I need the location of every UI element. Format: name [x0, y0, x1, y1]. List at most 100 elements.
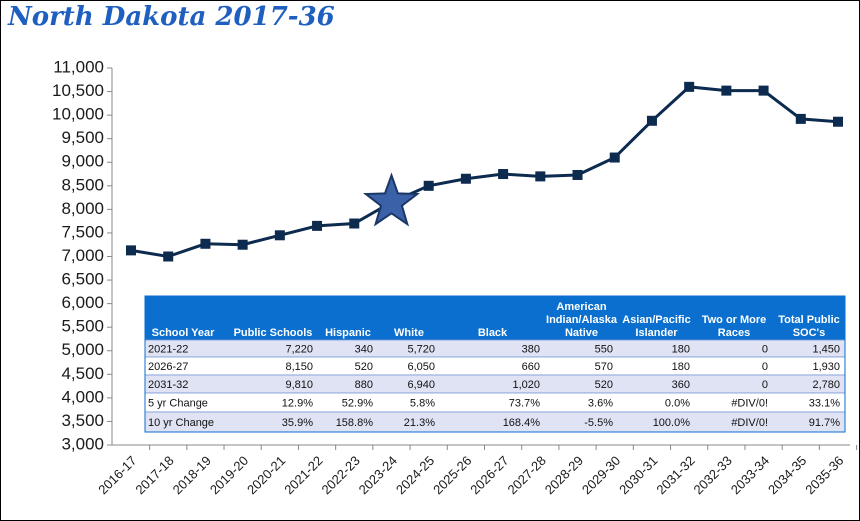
table-cell: 2031-32 [148, 379, 188, 391]
y-tick-label: 8,500 [61, 175, 104, 194]
table-cell: 0 [762, 361, 768, 373]
y-tick-label: 6,000 [61, 293, 104, 312]
table-cell: 100.0% [653, 417, 691, 429]
marker [795, 113, 806, 124]
table-header: Islander [635, 327, 678, 339]
marker [758, 85, 769, 96]
marker [833, 116, 843, 127]
table-cell: 2021-22 [148, 343, 188, 355]
marker [460, 173, 471, 184]
marker [349, 218, 360, 229]
table-cell: 91.7% [809, 417, 840, 429]
table-cell: 6,940 [407, 379, 435, 391]
marker [498, 169, 509, 180]
y-tick-label: 11,000 [53, 57, 104, 76]
table-header: Two or More [702, 314, 767, 326]
marker [312, 220, 323, 231]
table-header: Native [565, 327, 598, 339]
table-header: White [394, 327, 424, 339]
y-tick-label: 3,000 [61, 434, 104, 453]
marker [163, 251, 174, 262]
marker [200, 238, 211, 249]
marker [274, 230, 285, 241]
marker [535, 171, 546, 182]
table-cell: 9,810 [285, 379, 313, 391]
table-cell: 340 [355, 343, 373, 355]
table-cell: 3.6% [588, 397, 613, 409]
table-header-bg [145, 296, 845, 340]
table-cell: #DIV/0! [731, 417, 768, 429]
table-cell: 5 yr Change [148, 397, 208, 409]
table-cell: 550 [595, 343, 613, 355]
y-tick-label: 4,000 [61, 387, 104, 406]
table-cell: 52.9% [342, 397, 373, 409]
marker [572, 169, 583, 180]
table-cell: 5.8% [410, 397, 435, 409]
table-cell: 2026-27 [148, 361, 188, 373]
y-tick-label: 6,500 [61, 270, 104, 289]
y-tick-label: 7,500 [61, 222, 104, 241]
marker [423, 180, 434, 191]
table-cell: 520 [595, 379, 613, 391]
table-cell: 570 [595, 361, 613, 373]
marker [721, 85, 732, 96]
table-row-bg [144, 356, 846, 376]
y-tick-label: 5,000 [61, 340, 104, 359]
marker [609, 152, 620, 163]
table-header: Total Public [778, 314, 840, 326]
table-cell: 33.1% [809, 397, 840, 409]
table-header: American [556, 301, 606, 313]
table-cell: 2,780 [812, 379, 840, 391]
y-tick-label: 9,000 [61, 152, 104, 171]
table-cell: 21.3% [404, 417, 435, 429]
marker [237, 239, 248, 250]
table-cell: 73.7% [509, 397, 540, 409]
table-cell: 180 [672, 343, 690, 355]
table-cell: 0.0% [665, 397, 690, 409]
table-cell: 520 [355, 361, 373, 373]
table-cell: #DIV/0! [731, 397, 768, 409]
table-cell: 158.8% [336, 417, 374, 429]
table-cell: 880 [355, 379, 373, 391]
table-header: Indian/Alaska [546, 314, 618, 326]
table-header: Asian/Pacific [622, 314, 690, 326]
marker [126, 245, 136, 256]
table-header: Races [718, 327, 750, 339]
y-tick-label: 9,500 [61, 128, 104, 147]
table-cell: 10 yr Change [148, 417, 214, 429]
table-cell: 12.9% [282, 397, 313, 409]
table-cell: 7,220 [285, 343, 313, 355]
y-tick-label: 7,000 [61, 246, 104, 265]
table-cell: 0 [762, 379, 768, 391]
table-cell: 35.9% [282, 417, 313, 429]
star-marker [362, 172, 421, 227]
marker [684, 81, 695, 92]
table-cell: 168.4% [503, 417, 541, 429]
table-cell: 660 [522, 361, 540, 373]
table-cell: 360 [672, 379, 690, 391]
table-header: School Year [152, 327, 215, 339]
chart-title: North Dakota 2017-36 [7, 2, 335, 32]
y-tick-label: 10,000 [52, 105, 104, 124]
table-header: Hispanic [325, 327, 371, 339]
table-cell: 1,930 [812, 361, 840, 373]
y-tick-label: 8,000 [61, 199, 104, 218]
y-tick-label: 10,500 [52, 81, 104, 100]
table-header: Public Schools [234, 327, 313, 339]
table-border [144, 295, 846, 433]
table-cell: 0 [762, 343, 768, 355]
table-cell: -5.5% [584, 417, 613, 429]
table-cell: 5,720 [407, 343, 435, 355]
table-header: SOC's [793, 327, 826, 339]
table-cell: 380 [522, 343, 540, 355]
table-header: Black [478, 327, 508, 339]
y-tick-label: 5,500 [61, 317, 104, 336]
table-cell: 180 [672, 361, 690, 373]
table-cell: 6,050 [407, 361, 435, 373]
y-tick-label: 3,500 [61, 411, 104, 430]
y-tick-label: 4,500 [61, 364, 104, 383]
marker [646, 115, 657, 126]
table-row-bg [144, 374, 846, 394]
